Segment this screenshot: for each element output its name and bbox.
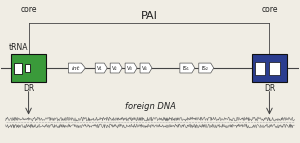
Text: V₃: V₃ — [127, 65, 133, 70]
Bar — [11, 54, 46, 82]
Polygon shape — [125, 63, 137, 73]
Text: foreign DNA: foreign DNA — [124, 102, 176, 111]
Text: DR: DR — [264, 84, 275, 93]
Polygon shape — [199, 63, 214, 73]
Text: core: core — [261, 5, 278, 14]
Bar — [251, 54, 287, 82]
Text: V₁: V₁ — [98, 65, 103, 70]
Bar — [25, 64, 30, 72]
Text: tRNA: tRNA — [9, 43, 28, 52]
Text: core: core — [20, 5, 37, 14]
Text: IS₁: IS₁ — [183, 65, 190, 70]
Text: PAI: PAI — [141, 10, 158, 20]
Polygon shape — [140, 63, 152, 73]
Polygon shape — [95, 63, 107, 73]
Bar — [269, 62, 281, 75]
Polygon shape — [68, 63, 85, 73]
Text: V₄: V₄ — [142, 65, 148, 70]
Text: IS₂: IS₂ — [202, 65, 209, 70]
Bar — [254, 62, 266, 75]
Polygon shape — [110, 63, 122, 73]
Text: DR: DR — [23, 84, 34, 93]
Bar — [14, 63, 22, 74]
Text: int: int — [72, 65, 80, 70]
Polygon shape — [180, 63, 195, 73]
Text: V₂: V₂ — [112, 65, 118, 70]
